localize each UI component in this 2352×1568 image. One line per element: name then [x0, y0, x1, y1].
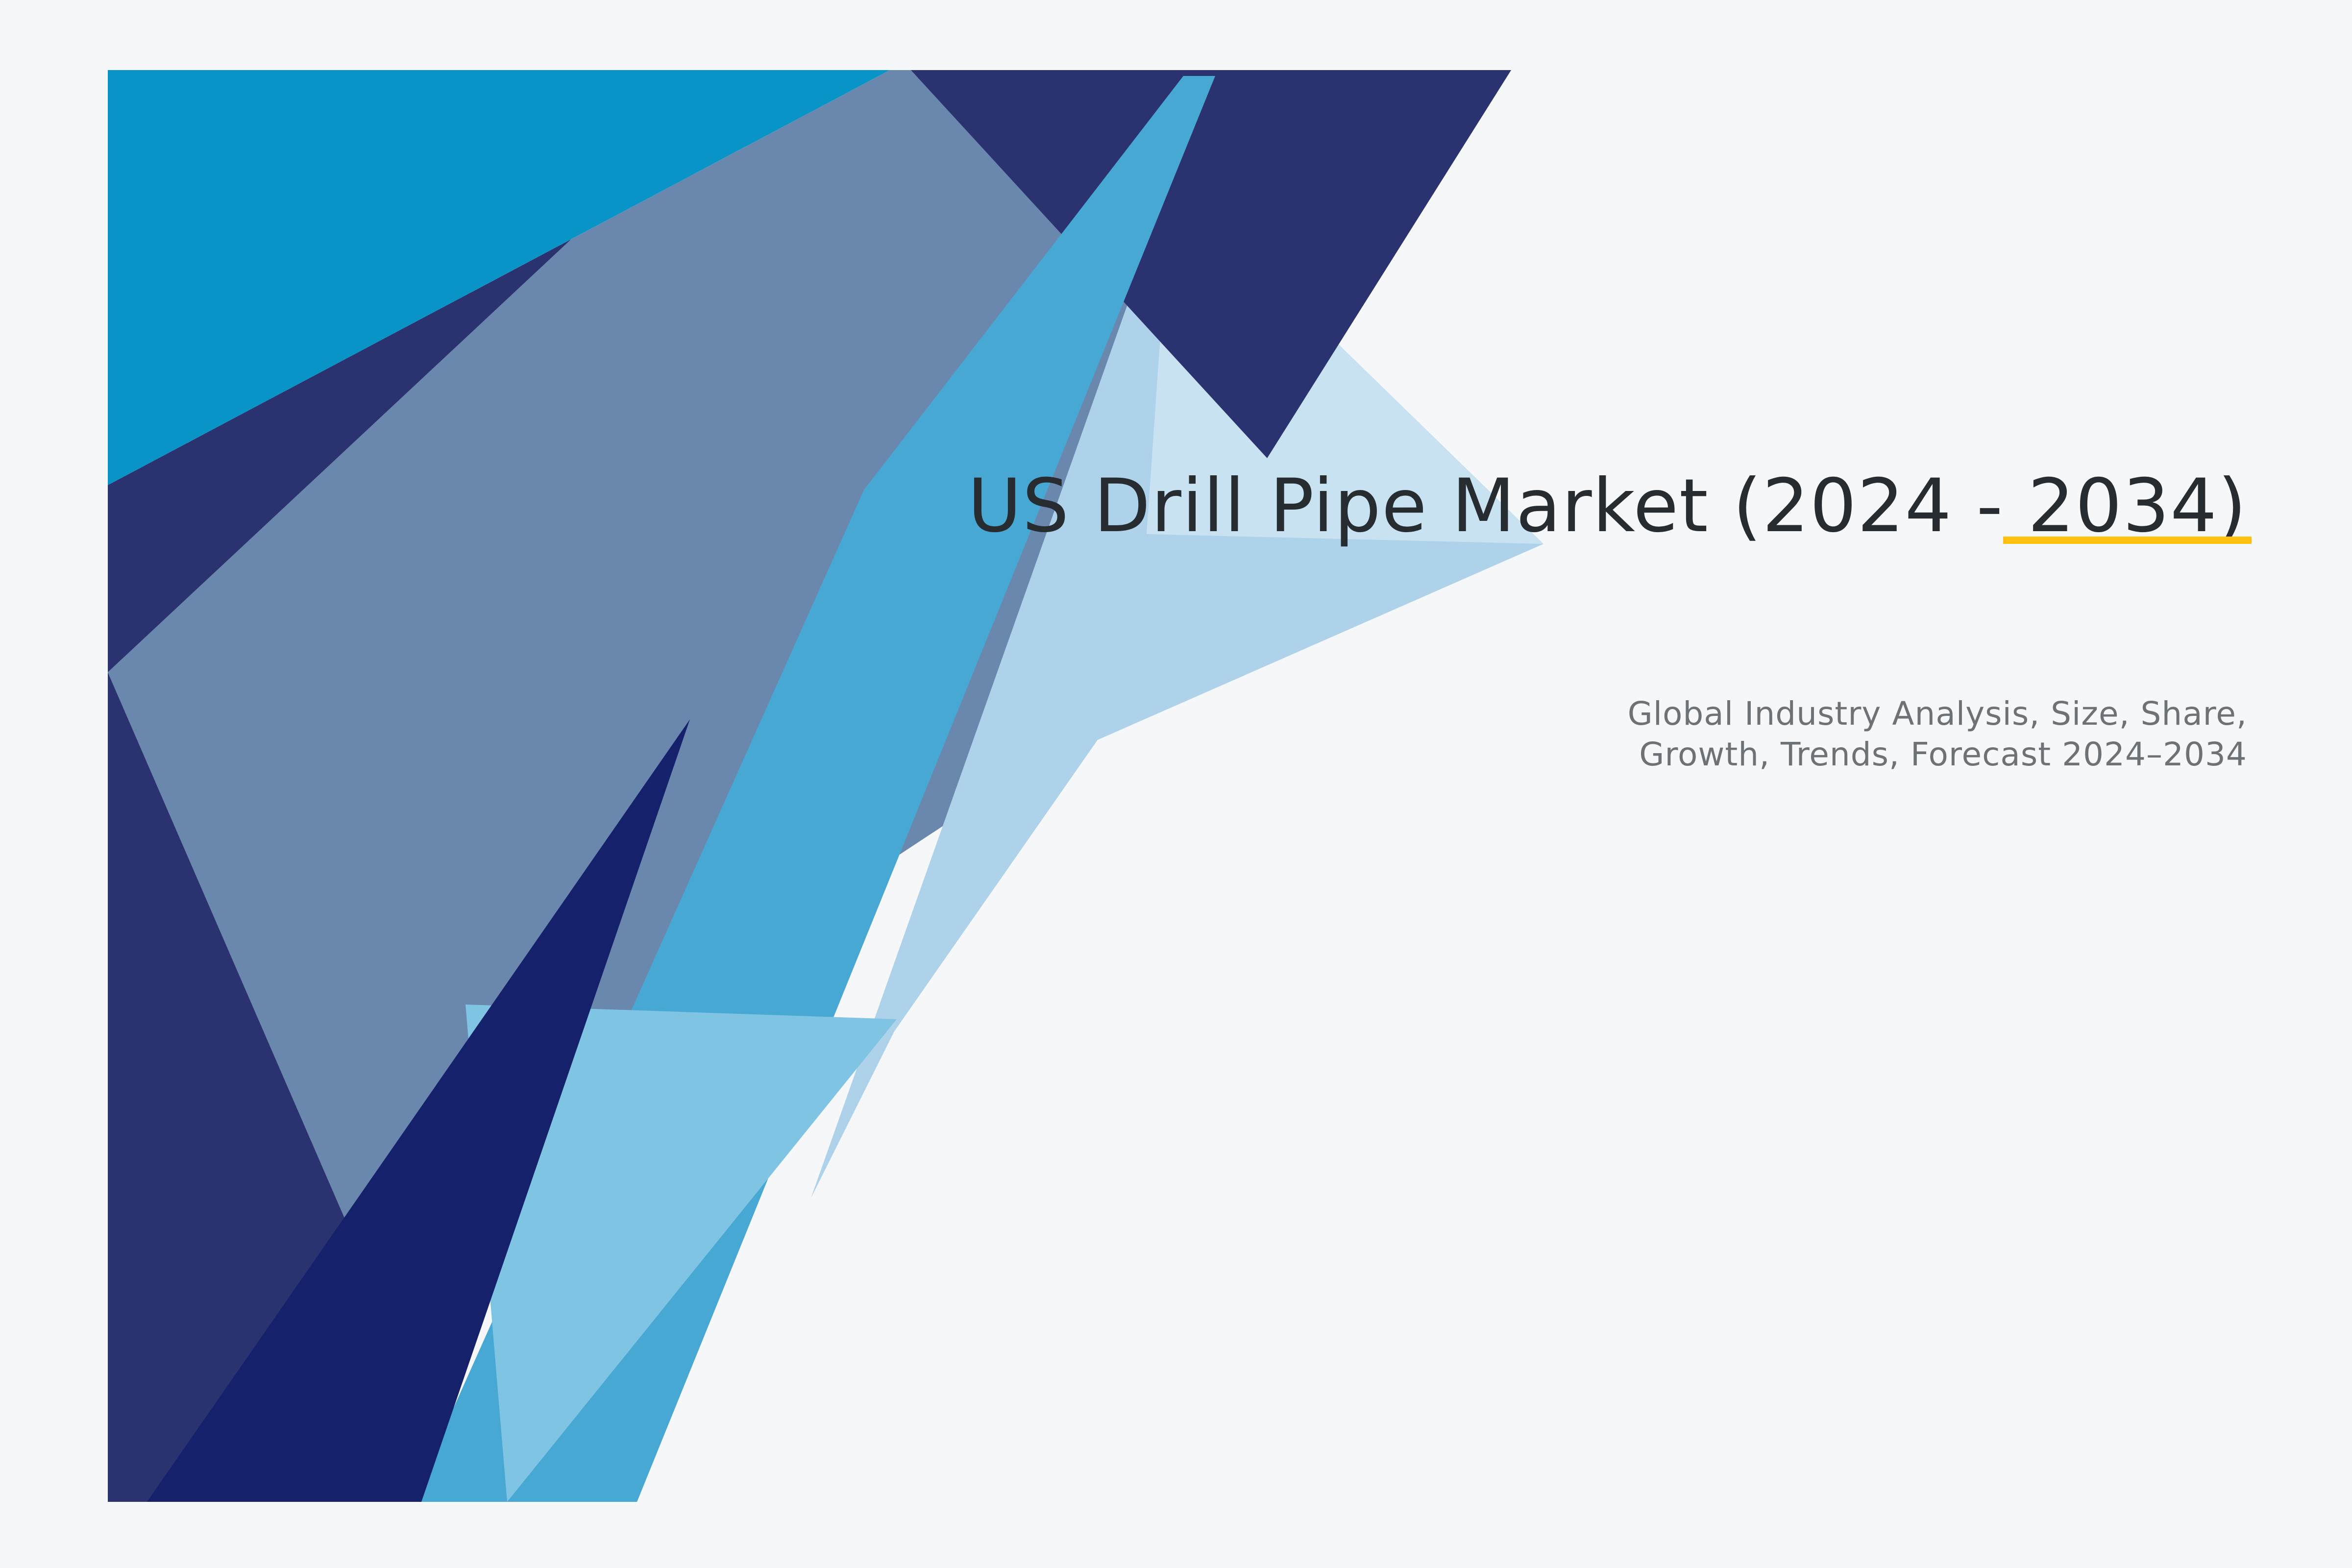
navy-band-shape [108, 239, 571, 672]
light-blue-wedge-shape [466, 1004, 897, 1502]
slide-title: US Drill Pipe Market (2024 - 2034) [968, 464, 2247, 549]
navy-top-triangle-shape [911, 70, 1511, 458]
cyan-corner-shape [108, 70, 890, 485]
dark-navy-spike-shape [147, 719, 690, 1502]
subtitle-line-2: Growth, Trends, Forecast 2024–2034 [1639, 735, 2247, 773]
slide-subtitle: Global Industry Analysis, Size, Share, G… [1628, 694, 2247, 775]
accent-underline [2003, 537, 2252, 544]
navy-left-strip-shape [108, 672, 345, 1502]
subtitle-line-1: Global Industry Analysis, Size, Share, [1627, 695, 2247, 733]
